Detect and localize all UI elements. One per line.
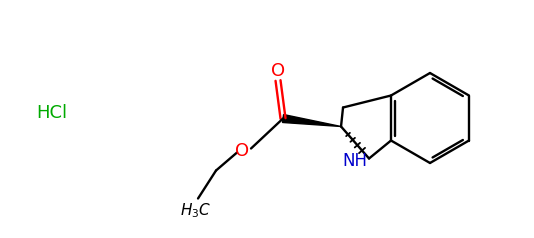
Text: $H_3C$: $H_3C$ bbox=[180, 201, 211, 220]
Polygon shape bbox=[282, 114, 341, 127]
Text: O: O bbox=[235, 142, 249, 159]
Text: HCl: HCl bbox=[36, 104, 68, 122]
Text: O: O bbox=[271, 61, 285, 79]
Text: NH: NH bbox=[342, 152, 367, 169]
